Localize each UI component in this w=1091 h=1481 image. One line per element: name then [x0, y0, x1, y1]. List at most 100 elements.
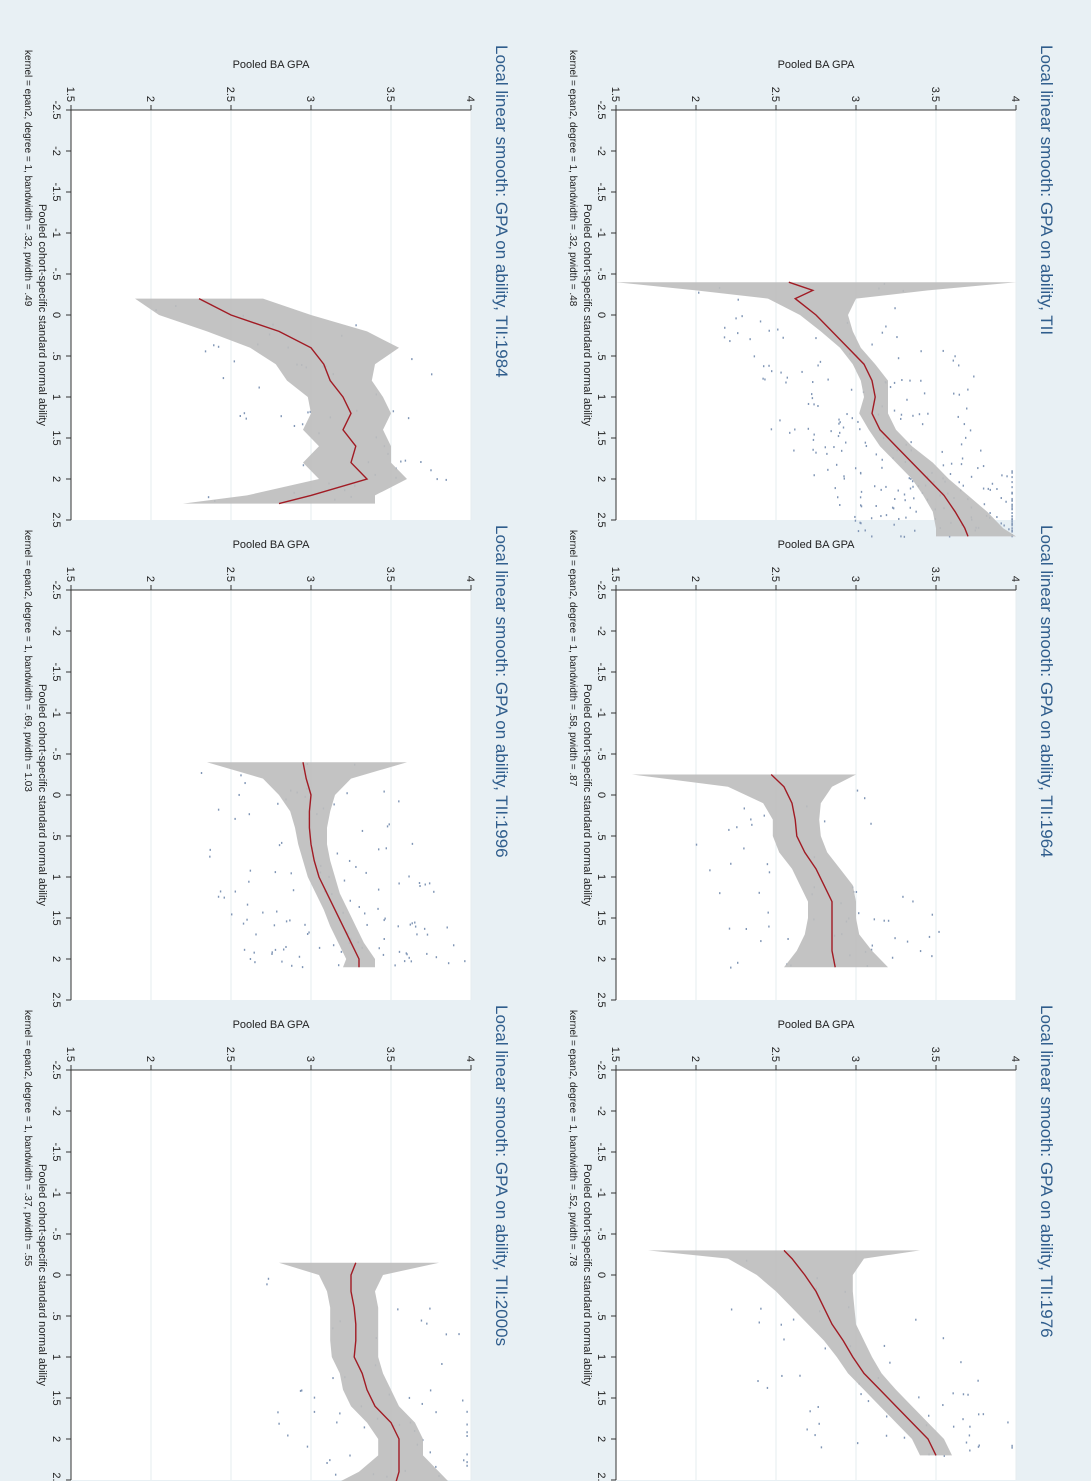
scatter-point [962, 1393, 965, 1396]
scatter-point [285, 920, 288, 923]
scatter-point [240, 774, 242, 777]
y-tick-label: 4 [464, 1056, 476, 1062]
scatter-point [743, 847, 745, 850]
scatter-point [209, 848, 211, 851]
scatter-point [885, 485, 887, 488]
scatter-point [977, 1413, 980, 1416]
scatter-point [914, 529, 916, 532]
scatter-point [799, 1374, 801, 1377]
y-tick-label: 3 [849, 1056, 861, 1062]
x-tick-label: -2.5 [595, 101, 607, 120]
scatter-point [419, 885, 421, 888]
scatter-point [893, 381, 896, 384]
scatter-point [883, 1344, 886, 1347]
scatter-point [781, 1374, 783, 1377]
scatter-point [400, 460, 402, 463]
scatter-point [860, 472, 862, 475]
scatter-point [767, 911, 769, 914]
x-tick-label: -.5 [50, 1228, 62, 1241]
scatter-point [273, 924, 276, 927]
scatter-point [885, 514, 888, 517]
scatter-point [217, 808, 220, 811]
scatter-point [430, 373, 433, 376]
scatter-point [912, 414, 914, 417]
scatter-point [810, 393, 813, 396]
smooth-line [198, 297, 369, 505]
scatter-point [462, 1399, 464, 1402]
scatter-point [243, 412, 246, 415]
scatter-point [280, 415, 282, 418]
scatter-point [815, 451, 817, 454]
scatter-point [779, 419, 781, 422]
scatter-point [289, 919, 291, 922]
scatter-point [408, 956, 410, 959]
scatter-point [901, 379, 903, 382]
scatter-point [785, 381, 787, 384]
x-tick-label: -1 [595, 1188, 607, 1198]
scatter-point [845, 441, 847, 444]
scatter-point [254, 961, 256, 964]
scatter-point [958, 481, 960, 484]
scatter-point [276, 910, 278, 913]
scatter-point [728, 828, 730, 831]
scatter-point [864, 529, 866, 532]
scatter-point [239, 414, 241, 417]
chart-panel: Local linear smooth: GPA on ability, TII… [567, 525, 1056, 1008]
y-tick-label: 3 [849, 576, 861, 582]
scatter-point [903, 1436, 906, 1439]
scatter-point [902, 895, 904, 898]
scatter-point [409, 923, 412, 926]
chart-note: kernel = epan2, degree = 1, bandwidth = … [22, 530, 33, 792]
scatter-point [900, 417, 902, 420]
scatter-point [466, 1464, 468, 1467]
x-tick-label: 1 [50, 874, 62, 880]
plot-area [71, 590, 471, 1000]
scatter-point [445, 1333, 448, 1336]
y-axis-label: Pooled BA GPA [233, 1019, 311, 1031]
scatter-point [741, 315, 743, 318]
scatter-point [280, 841, 283, 844]
x-axis-label: Pooled cohort-specific standard normal a… [581, 684, 593, 906]
scatter-point [889, 1361, 891, 1364]
y-tick-label: 2.5 [224, 567, 236, 582]
scatter-point [299, 1389, 302, 1392]
scatter-point [445, 478, 447, 481]
scatter-point [1011, 476, 1013, 479]
x-tick-label: -2.5 [50, 1061, 62, 1080]
x-tick-label: -1.5 [595, 183, 607, 202]
scatter-point [326, 1461, 328, 1464]
scatter-point [827, 468, 829, 471]
y-tick-label: 2.5 [224, 1047, 236, 1062]
scatter-point [910, 441, 912, 444]
x-tick-label: 2 [595, 956, 607, 962]
scatter-point [384, 917, 386, 920]
scatter-point [787, 937, 789, 940]
x-tick-label: 1 [595, 874, 607, 880]
scatter-point [966, 407, 968, 410]
scatter-point [857, 912, 860, 915]
x-tick-label: -2.5 [50, 581, 62, 600]
scatter-point [897, 357, 900, 360]
smooth-line [783, 1249, 937, 1456]
scatter-point [426, 933, 429, 936]
scatter-point [429, 1307, 431, 1310]
scatter-point [267, 1277, 270, 1280]
scatter-point [426, 952, 428, 955]
x-tick-label: .5 [50, 831, 62, 840]
scatter-point [942, 1337, 945, 1340]
confidence-band [207, 762, 407, 968]
scatter-point [1011, 486, 1013, 489]
y-tick-label: 3 [304, 1056, 316, 1062]
y-tick-label: 1.5 [64, 87, 76, 102]
scatter-point [859, 496, 862, 499]
scatter-point [398, 882, 400, 885]
scatter-point [282, 948, 285, 951]
confidence-band [632, 774, 888, 968]
scatter-point [793, 449, 795, 452]
x-tick-label: -2 [50, 146, 62, 156]
scatter-point [969, 429, 972, 432]
scatter-point [464, 960, 466, 963]
scatter-point [854, 515, 856, 518]
scatter-point [277, 802, 279, 805]
scatter-point [898, 517, 900, 520]
